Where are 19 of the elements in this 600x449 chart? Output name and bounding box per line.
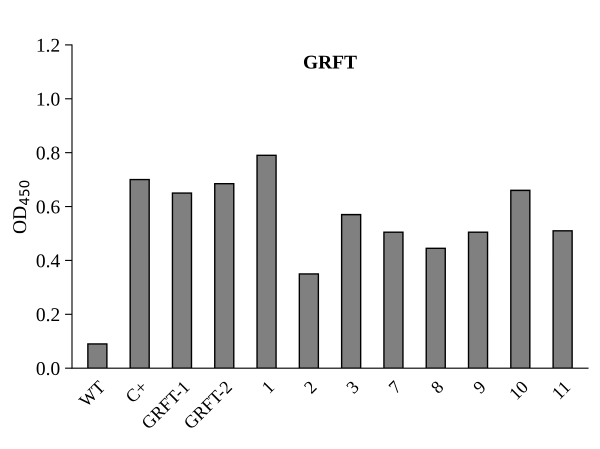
x-tick-label: 2 <box>303 380 318 394</box>
y-axis-title: OD$_{450}$ <box>13 180 30 234</box>
y-tick-label: 0.4 <box>36 254 60 268</box>
y-tick-label: 0.8 <box>36 146 60 160</box>
y-tick-label: 0.6 <box>36 200 60 214</box>
y-tick-label: 1.0 <box>38 92 60 106</box>
x-tick-label: C+ <box>124 380 148 404</box>
y-tick-label: 0.0 <box>36 362 60 376</box>
x-tick-label: 3 <box>346 380 360 394</box>
x-tick-label: 9 <box>472 380 486 394</box>
y-tick-label: 0.2 <box>36 308 60 322</box>
x-tick-label: 7 <box>388 380 402 394</box>
x-tick-label: 1 <box>262 380 275 394</box>
chart-title: GRFT <box>304 56 357 69</box>
x-tick-label: 11 <box>552 380 571 400</box>
x-tick-label: 8 <box>430 380 444 394</box>
x-tick-label: 10 <box>509 380 529 400</box>
x-tick-label: WT <box>78 380 106 408</box>
y-tick-label: 1.2 <box>38 38 60 52</box>
